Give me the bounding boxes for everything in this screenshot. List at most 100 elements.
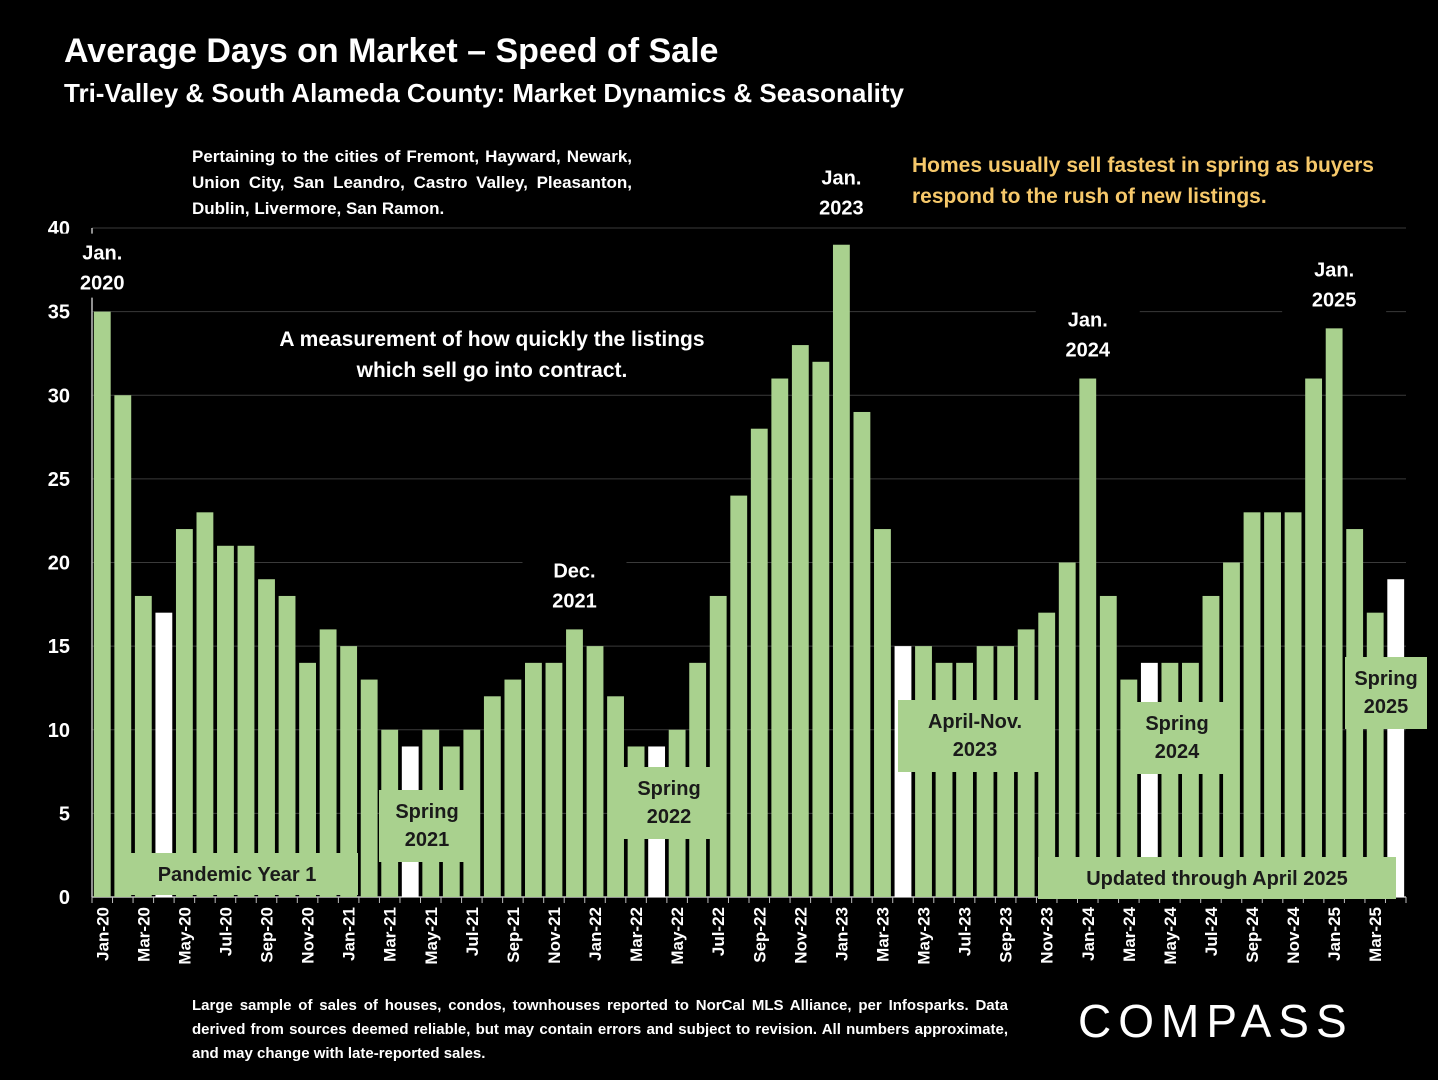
bar xyxy=(750,428,768,897)
bar xyxy=(935,662,953,897)
bar xyxy=(217,545,234,897)
period-label: April-Nov. 2023 xyxy=(928,711,1022,761)
x-tick-label: Jan-25 xyxy=(1325,907,1344,961)
x-tick-label: Mar-20 xyxy=(134,907,153,962)
period-label: Pandemic Year 1 xyxy=(158,864,317,886)
y-tick-label: 35 xyxy=(48,302,70,324)
bar xyxy=(607,696,624,897)
x-tick-label: May-20 xyxy=(175,907,194,965)
peak-annotation: Jan. 2020 xyxy=(80,243,125,295)
x-tick-label: Sep-21 xyxy=(504,907,523,963)
bar xyxy=(1058,562,1076,897)
y-tick-label: 25 xyxy=(48,469,70,491)
annotation-backing xyxy=(1282,250,1387,315)
bar xyxy=(1223,562,1240,897)
y-tick-label: 0 xyxy=(59,887,70,909)
bar xyxy=(340,646,358,897)
period-label-box xyxy=(1345,657,1427,729)
bar xyxy=(1325,328,1343,898)
bar xyxy=(791,345,809,897)
chart-title: Average Days on Market – Speed of Sale xyxy=(64,32,719,70)
x-tick-label: Jan-23 xyxy=(832,907,851,961)
bar xyxy=(299,662,316,897)
measurement-annotation: A measurement of how quickly the listing… xyxy=(279,328,704,382)
annotation-backing xyxy=(522,551,627,616)
x-tick-label: Jul-23 xyxy=(956,907,975,956)
x-tick-label: Nov-22 xyxy=(791,907,810,964)
period-label: Updated through April 2025 xyxy=(1086,868,1348,890)
bar xyxy=(853,411,871,897)
bar xyxy=(1284,512,1302,897)
bar xyxy=(812,361,830,897)
bar xyxy=(258,579,275,897)
peak-annotation: Jan. 2025 xyxy=(1312,259,1357,311)
x-tick-label: Mar-21 xyxy=(381,907,400,962)
source-footnote: Large sample of sales of houses, condos,… xyxy=(192,997,1008,1062)
bar xyxy=(771,378,789,897)
bar xyxy=(93,311,111,897)
x-tick-label: Jul-21 xyxy=(463,907,482,956)
y-tick-label: 30 xyxy=(48,385,70,407)
seasonality-note: Homes usually sell fastest in spring as … xyxy=(912,154,1374,208)
x-tick-label: Jan-22 xyxy=(586,907,605,961)
bar xyxy=(483,696,501,897)
period-label-box xyxy=(898,700,1052,772)
x-tick-label: Jan-24 xyxy=(1079,906,1098,960)
bar xyxy=(360,679,378,897)
chart-subtitle: Tri-Valley & South Alameda County: Marke… xyxy=(64,78,904,108)
x-tick-label: Nov-23 xyxy=(1038,907,1057,964)
x-tick-label: Jul-22 xyxy=(709,907,728,956)
x-tick-label: Jan-21 xyxy=(340,907,359,961)
bar xyxy=(1243,512,1261,897)
period-label-box xyxy=(116,853,358,895)
y-tick-label: 5 xyxy=(59,803,70,825)
x-tick-label: May-23 xyxy=(915,907,934,965)
bar-highlighted xyxy=(155,612,173,897)
annotation-backing xyxy=(1035,300,1140,365)
peak-annotation: Jan. 2024 xyxy=(1066,310,1111,362)
x-tick-label: Sep-20 xyxy=(258,907,277,963)
x-tick-label: Mar-24 xyxy=(1120,906,1139,961)
bar xyxy=(1305,378,1323,897)
x-tick-label: May-22 xyxy=(668,907,687,965)
bar xyxy=(874,529,891,897)
period-label-box xyxy=(379,790,475,862)
bar xyxy=(196,512,214,897)
annotation-backing xyxy=(50,233,155,298)
bar xyxy=(832,244,850,898)
peak-annotation: Jan. 2023 xyxy=(819,168,864,220)
y-tick-label: 10 xyxy=(48,720,70,742)
bar xyxy=(586,646,604,897)
period-label: Spring 2025 xyxy=(1354,668,1417,718)
bar xyxy=(566,629,583,897)
bar xyxy=(278,595,296,897)
bar xyxy=(525,662,542,897)
x-tick-label: Sep-24 xyxy=(1243,906,1262,962)
x-tick-label: Nov-20 xyxy=(299,907,318,964)
bar xyxy=(1079,378,1097,897)
period-label: Spring 2021 xyxy=(395,801,458,851)
bar-highlighted xyxy=(1387,579,1405,897)
x-tick-label: Sep-22 xyxy=(750,907,769,963)
x-tick-label: Nov-24 xyxy=(1284,906,1303,963)
period-label-box xyxy=(623,767,715,839)
x-tick-label: Jan-20 xyxy=(93,907,112,961)
x-tick-label: Nov-21 xyxy=(545,907,564,964)
period-label: Spring 2022 xyxy=(637,778,700,828)
x-tick-label: Sep-23 xyxy=(997,907,1016,963)
bar xyxy=(175,529,193,897)
bar xyxy=(709,595,727,897)
bar xyxy=(504,679,522,897)
x-tick-label: Mar-25 xyxy=(1366,907,1385,962)
annotation-backing xyxy=(789,158,894,223)
x-tick-label: May-24 xyxy=(1161,906,1180,964)
bar xyxy=(1366,612,1384,897)
y-tick-label: 15 xyxy=(48,636,70,658)
x-tick-label: Jul-24 xyxy=(1202,906,1221,956)
bar xyxy=(730,495,748,897)
bar xyxy=(237,545,255,897)
y-tick-label: 20 xyxy=(48,553,70,575)
bar xyxy=(319,629,337,897)
x-tick-label: Mar-22 xyxy=(627,907,646,962)
